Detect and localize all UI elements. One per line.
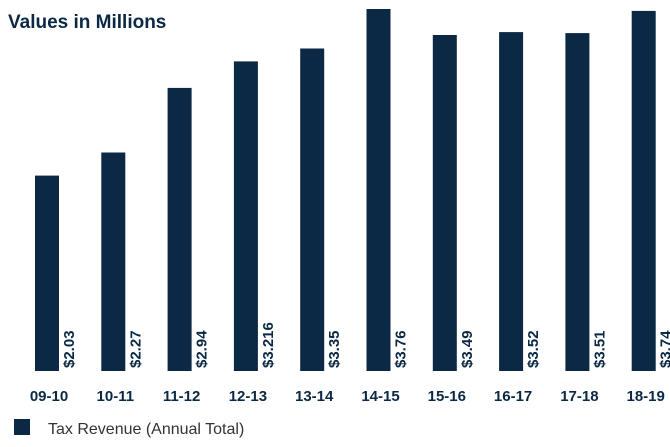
bar-12-13 xyxy=(233,61,258,372)
category-label-09-10: 09-10 xyxy=(30,388,68,405)
category-label-18-19: 18-19 xyxy=(627,388,665,405)
category-label-12-13: 12-13 xyxy=(229,388,267,405)
bar-10-11 xyxy=(101,152,126,371)
category-label-13-14: 13-14 xyxy=(295,388,334,405)
value-label-09-10: $2.03 xyxy=(61,330,78,368)
bars-group xyxy=(35,9,656,372)
category-label-14-15: 14-15 xyxy=(361,388,399,405)
category-label-17-18: 17-18 xyxy=(560,388,598,405)
bar-15-16 xyxy=(432,35,457,371)
bar-09-10 xyxy=(35,175,59,371)
category-label-15-16: 15-16 xyxy=(428,388,466,405)
legend: Tax Revenue (Annual Total) xyxy=(14,419,244,438)
bar-17-18 xyxy=(565,33,590,371)
value-label-14-15: $3.76 xyxy=(393,330,410,368)
category-label-16-17: 16-17 xyxy=(494,388,532,405)
value-label-11-12: $2.94 xyxy=(194,330,211,368)
bar-11-12 xyxy=(167,87,192,372)
value-label-12-13: $3.216 xyxy=(260,322,277,368)
value-label-13-14: $3.35 xyxy=(326,330,343,368)
bar-14-15 xyxy=(366,9,391,371)
bar-16-17 xyxy=(499,32,524,371)
category-labels-group: 09-10 10-11 11-12 12-13 13-14 14-15 15-16 16-17… xyxy=(30,388,665,405)
value-labels-group: $2.03 $2.27 $2.94 $3.216 $3.35 $3.76 $3.49 $3.5… xyxy=(61,322,670,368)
value-label-17-18: $3.51 xyxy=(591,330,608,368)
value-label-15-16: $3.49 xyxy=(459,330,476,368)
legend-label: Tax Revenue (Annual Total) xyxy=(48,421,244,438)
category-label-10-11: 10-11 xyxy=(97,388,135,405)
category-label-11-12: 11-12 xyxy=(163,388,201,405)
bar-13-14 xyxy=(300,48,325,371)
bar-18-19 xyxy=(631,10,656,372)
value-label-18-19: $3.74 xyxy=(658,330,670,368)
chart-title: Values in Millions xyxy=(8,12,166,33)
value-label-16-17: $3.52 xyxy=(525,330,542,368)
legend-swatch xyxy=(14,419,30,435)
value-label-10-11: $2.27 xyxy=(127,330,144,368)
